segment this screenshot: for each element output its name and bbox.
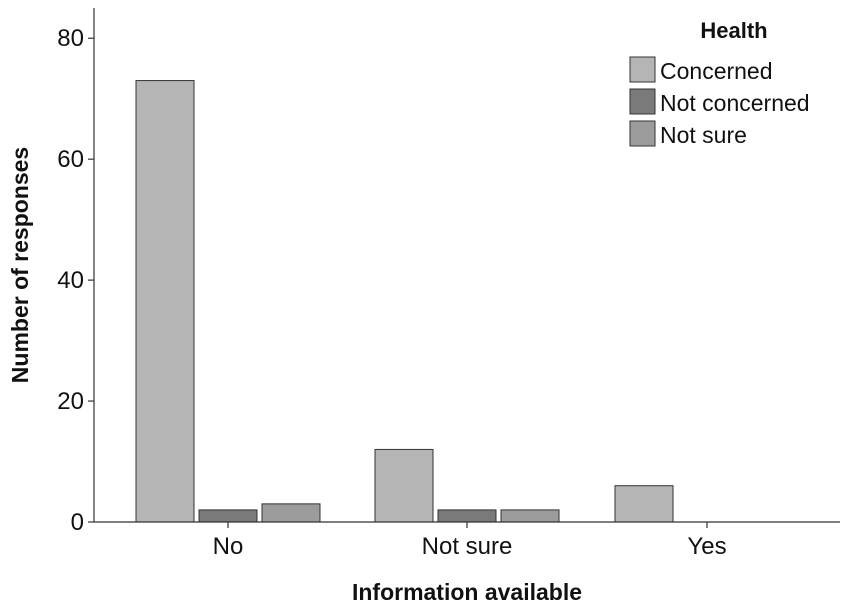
legend-label: Not sure: [660, 122, 747, 148]
y-tick-label: 40: [57, 267, 84, 294]
x-axis-title: Information available: [352, 579, 582, 605]
bar: [135, 80, 195, 523]
x-ticks: No Not sure Yes: [213, 522, 727, 560]
bar: [500, 509, 560, 523]
legend: Health Concerned Not concerned Not sure: [629, 18, 810, 148]
legend-title: Health: [700, 18, 767, 43]
y-axis-title: Number of responses: [7, 147, 33, 383]
bar: [198, 509, 258, 523]
y-ticks: 0 20 40 60 80: [57, 25, 94, 536]
axes: [93, 8, 840, 523]
x-tick-label: Yes: [687, 533, 726, 560]
x-tick-label: No: [213, 533, 244, 560]
legend-items: Concerned Not concerned Not sure: [629, 56, 810, 148]
legend-label: Not concerned: [660, 90, 810, 116]
bars: [135, 80, 674, 523]
y-tick-label: 80: [57, 25, 84, 52]
legend-swatch: [629, 56, 656, 83]
bar: [374, 448, 434, 523]
legend-swatch: [629, 88, 656, 115]
bar: [261, 503, 321, 523]
y-tick-label: 60: [57, 146, 84, 173]
y-tick-label: 0: [71, 509, 84, 536]
x-tick-label: Not sure: [422, 533, 513, 560]
y-tick-label: 20: [57, 388, 84, 415]
legend-swatch: [629, 120, 656, 147]
bar: [437, 509, 497, 523]
legend-label: Concerned: [660, 58, 773, 84]
bar: [614, 485, 674, 523]
